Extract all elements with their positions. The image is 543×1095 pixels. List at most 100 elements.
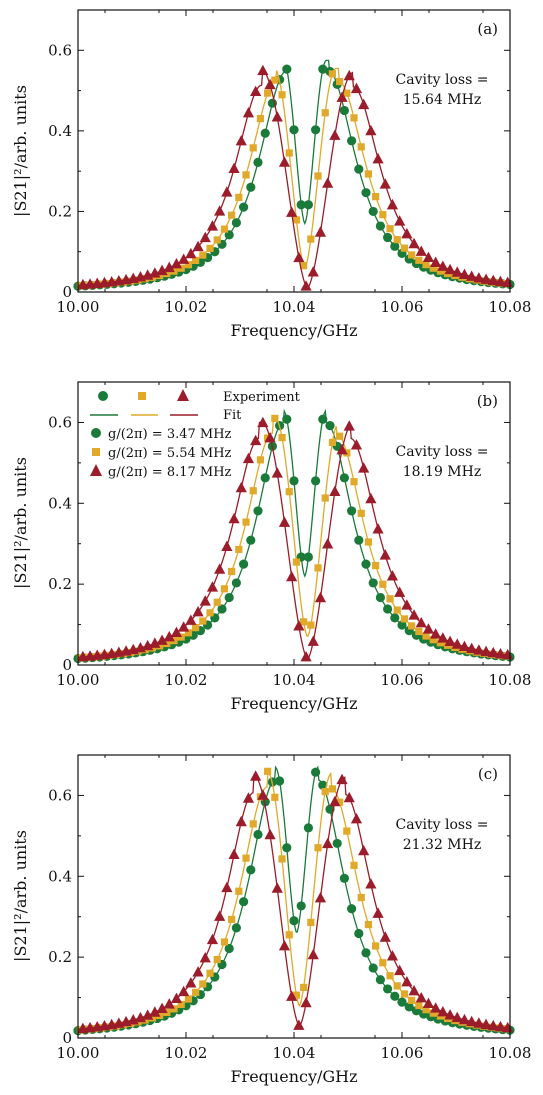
- data-point: [303, 200, 313, 210]
- data-point: [379, 580, 387, 588]
- data-point: [300, 280, 312, 291]
- data-point: [303, 552, 313, 562]
- data-point: [231, 578, 241, 588]
- data-point: [296, 901, 306, 911]
- data-point: [436, 267, 445, 275]
- data-point: [368, 206, 378, 217]
- data-point: [149, 1006, 161, 1017]
- legend-marker-triangle: [177, 389, 189, 401]
- y-tick-label: 0: [62, 656, 72, 674]
- cavity-loss-label: Cavity loss =: [396, 817, 489, 833]
- data-point: [293, 251, 305, 263]
- data-point: [350, 114, 358, 122]
- data-point: [466, 642, 478, 653]
- data-point: [400, 615, 409, 623]
- y-tick-label: 0.6: [48, 41, 72, 59]
- data-point: [361, 188, 371, 198]
- data-point: [199, 231, 211, 243]
- data-point: [321, 494, 329, 502]
- data-point: [148, 1014, 157, 1022]
- data-point: [275, 776, 285, 786]
- data-point: [361, 559, 371, 569]
- data-point: [228, 567, 236, 576]
- legend-fit-label: Fit: [223, 408, 242, 423]
- data-point: [350, 82, 363, 94]
- data-point: [365, 492, 377, 504]
- x-tick-label: 10.08: [489, 298, 532, 316]
- y-tick-label: 0: [62, 1029, 72, 1047]
- data-point: [184, 995, 193, 1003]
- data-point: [296, 200, 306, 210]
- data-point: [415, 991, 427, 1003]
- data-point: [282, 414, 292, 424]
- data-point: [494, 647, 507, 659]
- x-tick-label: 10.06: [381, 671, 424, 689]
- data-point: [300, 983, 308, 992]
- data-point: [307, 635, 319, 646]
- data-point: [343, 827, 351, 835]
- data-point: [217, 604, 227, 614]
- data-point: [473, 644, 485, 655]
- data-point: [357, 509, 365, 517]
- data-point: [422, 1006, 430, 1014]
- plot-frame: [77, 381, 511, 666]
- x-tick-label: 10.00: [57, 1044, 100, 1062]
- data-point: [163, 269, 171, 278]
- data-point: [235, 481, 247, 493]
- data-point: [408, 622, 416, 630]
- data-point: [303, 823, 313, 833]
- data-point: [278, 855, 286, 863]
- fit-line: [77, 769, 511, 1031]
- data-point: [375, 592, 385, 603]
- data-point: [253, 506, 263, 516]
- data-point: [318, 64, 328, 74]
- legend: Experiment Fit g/(2π) = 3.47 MHz g/(2π) = 5…: [90, 389, 301, 480]
- data-point: [300, 618, 308, 626]
- data-point: [347, 506, 357, 516]
- data-point: [480, 1018, 492, 1030]
- data-point: [192, 256, 200, 264]
- data-point: [285, 488, 293, 496]
- data-point: [292, 991, 301, 999]
- data-point: [401, 599, 413, 610]
- y-tick-label: 0.2: [48, 575, 72, 593]
- data-point: [192, 988, 200, 996]
- data-point: [375, 975, 385, 985]
- data-point: [354, 164, 364, 174]
- data-point: [336, 798, 344, 806]
- data-point: [257, 789, 269, 800]
- data-point: [271, 882, 283, 893]
- data-point: [408, 237, 420, 249]
- data-point: [458, 640, 471, 652]
- data-point: [386, 198, 399, 210]
- data-point: [206, 609, 214, 617]
- y-tick-label: 0.4: [48, 494, 72, 512]
- data-point: [242, 171, 250, 179]
- data-point: [292, 216, 301, 224]
- data-point: [293, 1019, 305, 1030]
- data-point: [178, 985, 190, 997]
- data-point: [487, 274, 499, 286]
- panel-label: (b): [477, 392, 498, 410]
- data-point: [185, 247, 197, 259]
- cavity-loss-value: 21.32 MHz: [403, 837, 481, 853]
- data-point: [386, 595, 394, 603]
- x-tick-label: 10.00: [57, 671, 100, 689]
- data-point: [401, 227, 413, 239]
- cavity-loss-value: 18.19 MHz: [403, 464, 481, 480]
- data-point: [286, 990, 298, 1001]
- legend-marker-circle: [98, 391, 108, 401]
- data-point: [390, 613, 400, 623]
- data-point: [372, 193, 380, 201]
- data-point: [192, 606, 204, 617]
- data-point: [289, 125, 299, 135]
- panel-label: (a): [477, 20, 498, 38]
- data-point: [250, 85, 262, 97]
- data-point: [311, 125, 321, 135]
- data-point: [451, 638, 463, 649]
- data-point: [397, 997, 407, 1007]
- data-point: [307, 918, 315, 927]
- data-point: [314, 226, 327, 237]
- data-point: [184, 261, 193, 269]
